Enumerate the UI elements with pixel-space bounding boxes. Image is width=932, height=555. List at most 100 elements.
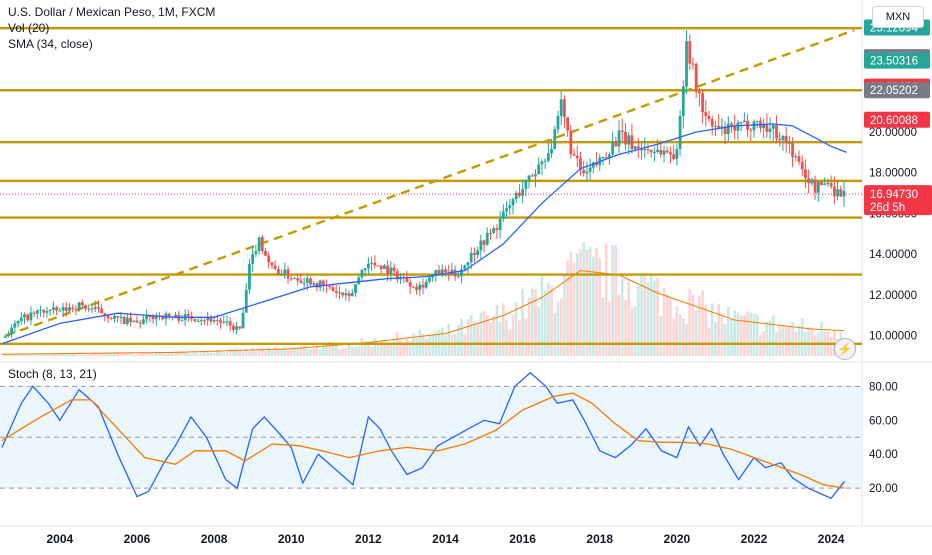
volume-bar [338, 348, 341, 356]
volume-bar [158, 351, 161, 356]
candle-body [174, 314, 177, 317]
volume-bar [659, 315, 663, 356]
volume-bar [212, 352, 216, 356]
volume-bar [521, 288, 524, 356]
candle-body [106, 315, 110, 319]
volume-bar [113, 353, 116, 356]
candle-body [87, 308, 91, 310]
volume-bar [444, 334, 447, 356]
candle-body [784, 135, 788, 144]
candle-body [386, 265, 390, 274]
candle-body [736, 122, 740, 131]
volume-bar [595, 248, 598, 356]
volume-bar [228, 349, 232, 356]
time-tick-label: 2024 [818, 532, 845, 546]
candle-body [379, 265, 383, 270]
stoch-tick-label: 60.00 [869, 415, 898, 427]
volume-bar [743, 315, 746, 356]
candle-body [787, 142, 791, 144]
candle-body [370, 262, 373, 264]
candle-body [546, 153, 550, 161]
volume-bar [547, 282, 550, 356]
volume-bar [286, 349, 290, 356]
candle-body [437, 269, 441, 276]
candle-body [97, 306, 100, 309]
candle-body [550, 148, 553, 154]
volume-bar [662, 288, 666, 356]
volume-bar [370, 346, 373, 356]
volume-bar [781, 324, 785, 356]
volume-bar [42, 353, 46, 356]
candle-body [296, 278, 300, 281]
stoch-indicator-label[interactable]: Stoch (8, 13, 21) [8, 367, 97, 381]
candle-body [405, 277, 409, 283]
volume-bar [357, 345, 361, 356]
volume-bar [126, 353, 129, 356]
candle-body [646, 149, 650, 151]
volume-bar [341, 348, 344, 356]
volume-bar [707, 327, 711, 356]
volume-bar [755, 314, 759, 356]
volume-bar [97, 353, 100, 356]
volume-bar [293, 347, 296, 356]
candle-body [678, 115, 682, 149]
volume-bar [81, 353, 84, 356]
volume-bar [39, 353, 42, 356]
candle-body [752, 121, 756, 131]
candle-body [762, 124, 766, 128]
volume-bar [457, 325, 460, 356]
volume-bar [103, 352, 107, 356]
candle-body [167, 313, 171, 317]
candle-body [360, 270, 364, 278]
candle-body [476, 250, 480, 256]
candle-body [765, 124, 769, 132]
candle-body [193, 319, 197, 322]
candle-body [61, 307, 65, 311]
volume-bar [614, 244, 618, 356]
volume-indicator-label[interactable]: Vol (20) [8, 21, 50, 35]
volume-bar [71, 353, 75, 356]
candle-body [807, 178, 811, 184]
volume-bar [665, 294, 669, 356]
volume-bar [241, 351, 245, 356]
candle-body [334, 290, 338, 294]
candle-body [701, 93, 704, 113]
candle-body [264, 250, 267, 256]
volume-bar [569, 251, 573, 356]
sma-indicator-label[interactable]: SMA (34, close) [8, 37, 93, 51]
candle-body [161, 316, 165, 320]
volume-bar [608, 301, 611, 356]
currency-selector[interactable]: MXN [872, 6, 924, 28]
candle-body [3, 336, 7, 338]
volume-bar [93, 353, 97, 356]
candle-body [444, 269, 447, 273]
candle-body [80, 302, 84, 306]
lightning-icon[interactable]: ⚡ [834, 338, 856, 360]
candle-body [640, 148, 643, 151]
symbol-title[interactable]: U.S. Dollar / Mexican Peso, 1M, FXCM [8, 5, 216, 19]
volume-bar [534, 289, 537, 356]
candle-body [691, 63, 695, 65]
volume-bar [752, 313, 756, 356]
candle-body [251, 253, 255, 265]
candle-body [511, 199, 515, 206]
candle-body [244, 289, 248, 313]
volume-bar [26, 353, 30, 356]
volume-bar [164, 353, 168, 356]
volume-bar [473, 321, 476, 356]
volume-bar [29, 353, 33, 356]
candle-body [620, 130, 624, 132]
volume-bar [495, 305, 499, 356]
stoch-d-line [1, 392, 845, 489]
volume-bar [196, 353, 200, 356]
volume-bar [704, 304, 708, 356]
volume-bar [440, 327, 444, 356]
volume-bar [415, 337, 418, 356]
candle-body [196, 321, 200, 323]
volume-bar [543, 290, 547, 356]
volume-bar [261, 348, 264, 356]
candle-body [527, 175, 531, 181]
candle-body [276, 269, 280, 275]
candle-body [421, 284, 425, 288]
